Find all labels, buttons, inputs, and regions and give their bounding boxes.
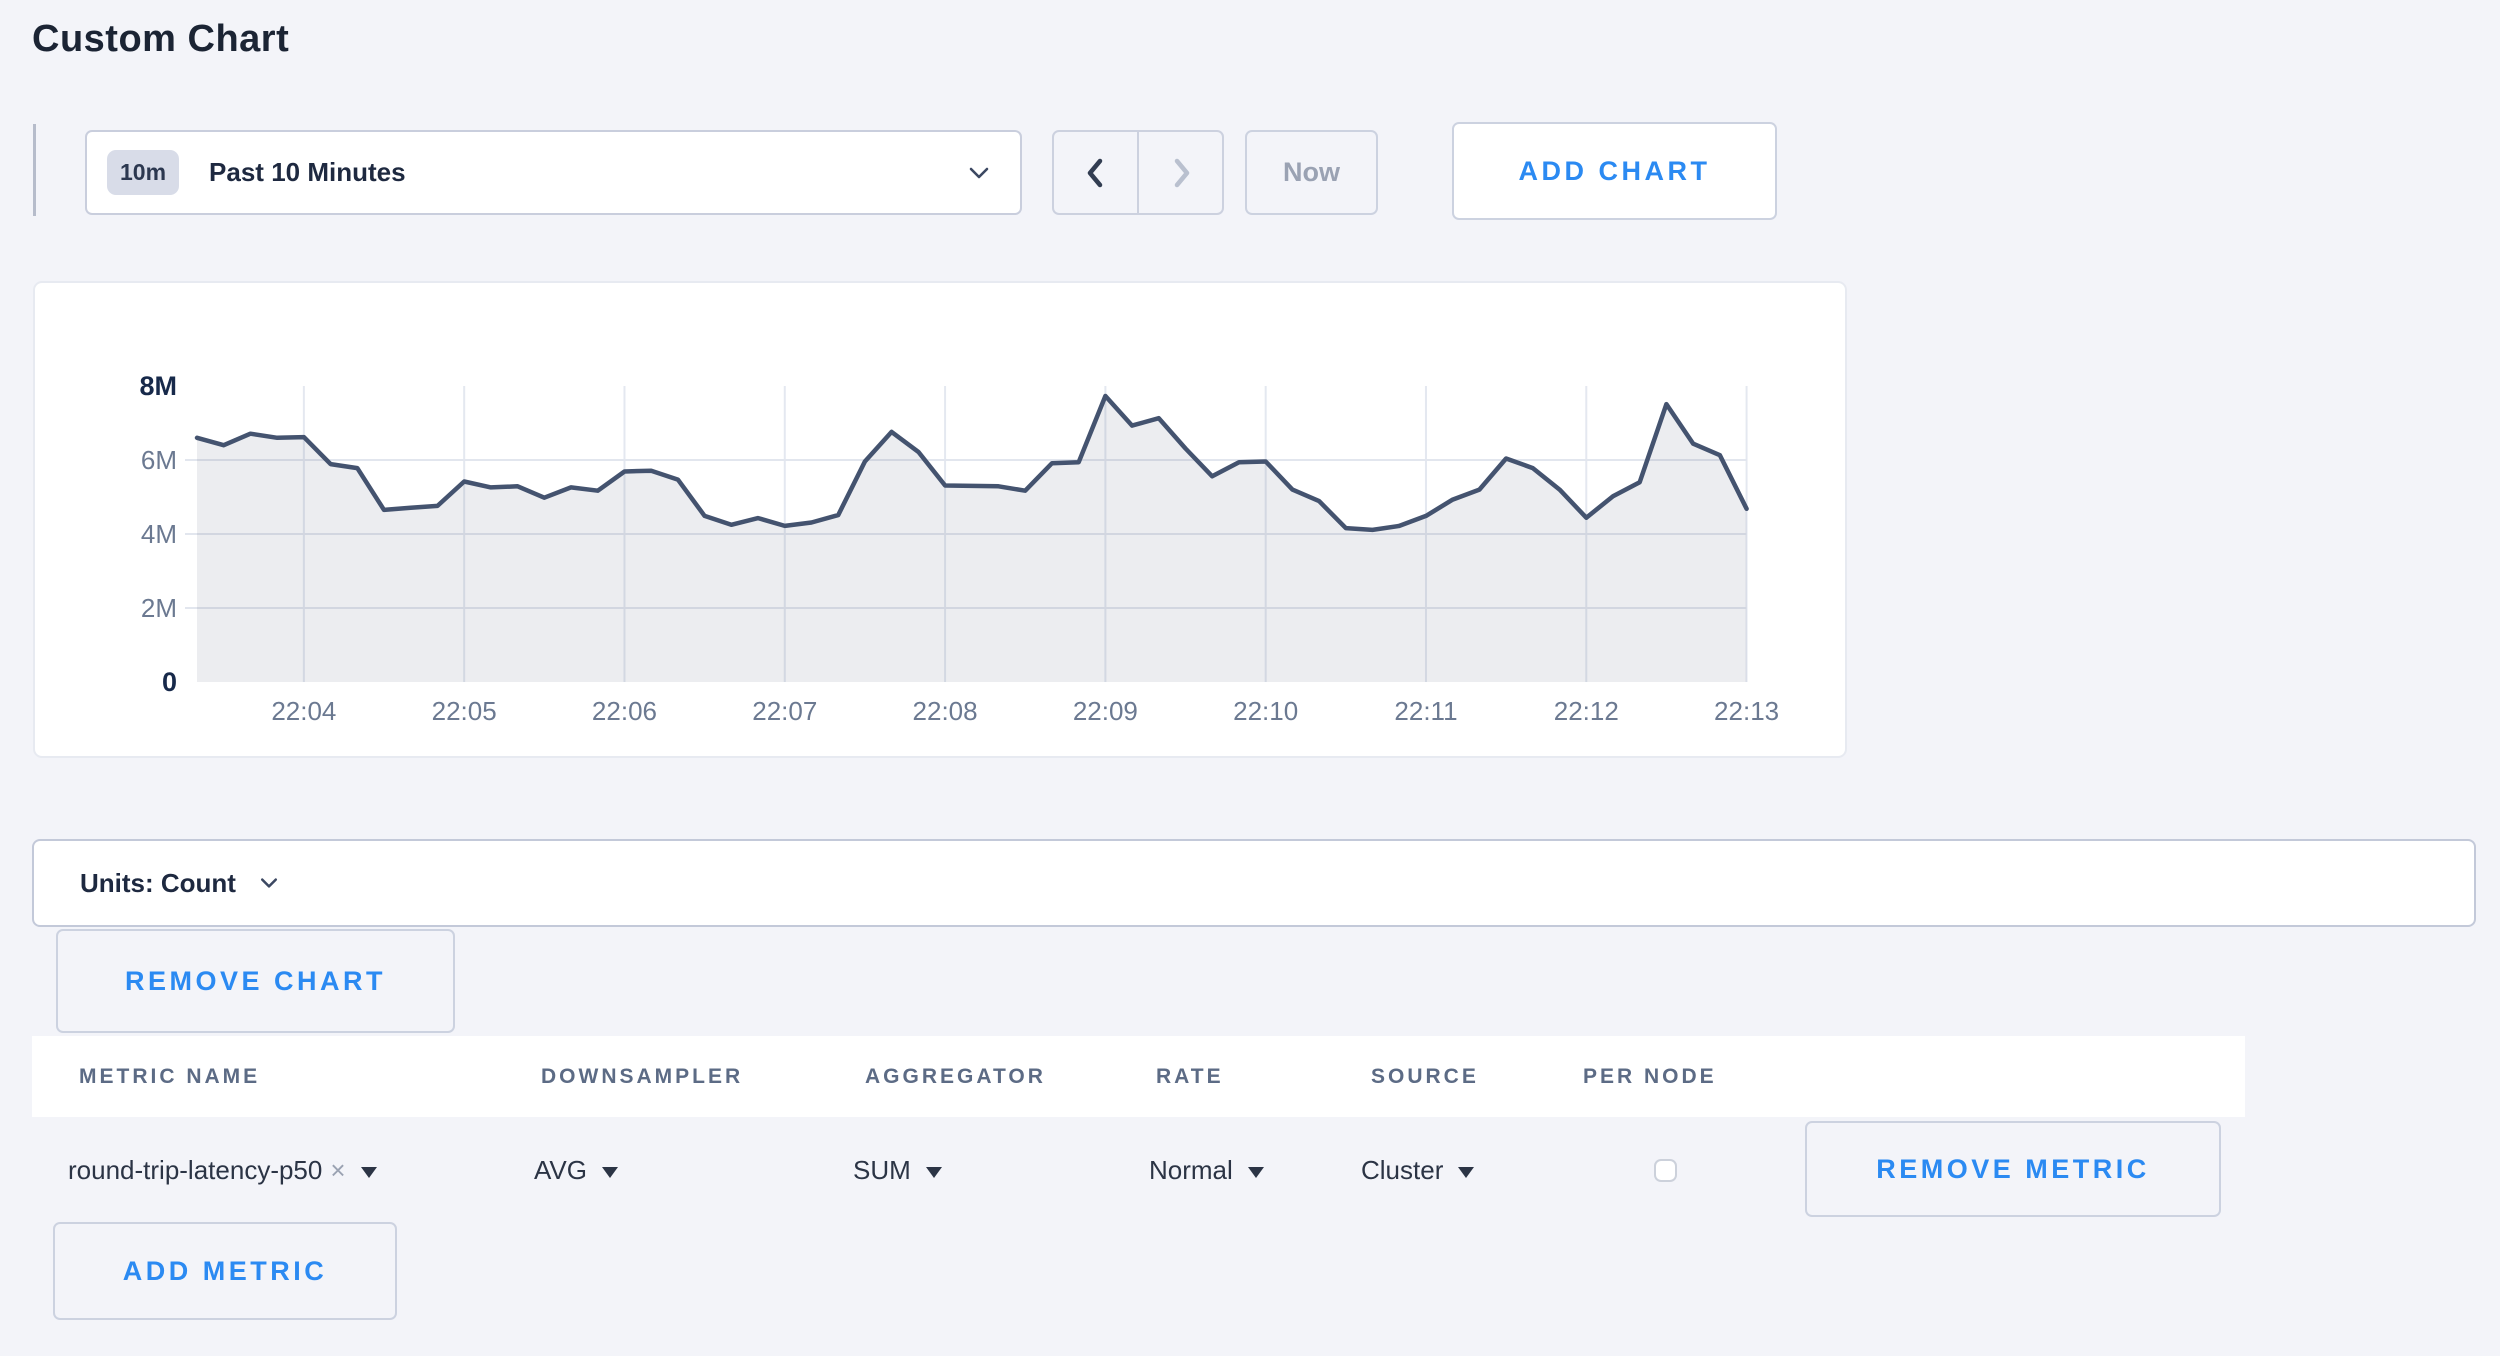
units-select[interactable]: Units: Count (32, 839, 2476, 927)
chevron-down-icon (258, 872, 280, 894)
time-range-select[interactable]: 10m Past 10 Minutes (85, 130, 1022, 215)
y-tick-label: 4M (141, 519, 177, 549)
rate-value: Normal (1149, 1154, 1233, 1185)
rate-select[interactable]: Normal (1149, 1117, 1264, 1223)
next-time-button[interactable] (1137, 132, 1222, 213)
remove-chart-button[interactable]: REMOVE CHART (56, 929, 455, 1033)
y-tick-label: 2M (141, 593, 177, 623)
per-node-checkbox[interactable] (1654, 1158, 1677, 1182)
caret-down-icon (1247, 1166, 1264, 1178)
x-tick-label: 22:05 (432, 696, 497, 726)
metric-name-value: round-trip-latency-p50 (68, 1154, 323, 1185)
metric-name-select[interactable]: round-trip-latency-p50 × (68, 1117, 377, 1223)
chevron-left-icon (1081, 155, 1111, 191)
header-per-node: PER NODE (1583, 1064, 1717, 1088)
downsampler-value: AVG (534, 1154, 587, 1185)
caret-down-icon (1458, 1166, 1475, 1178)
y-tick-label: 0 (162, 667, 177, 697)
time-step-group (1052, 130, 1224, 215)
x-tick-label: 22:08 (913, 696, 978, 726)
aggregator-value: SUM (853, 1154, 911, 1185)
x-tick-label: 22:07 (752, 696, 817, 726)
remove-metric-button[interactable]: REMOVE METRIC (1805, 1121, 2221, 1217)
aggregator-select[interactable]: SUM (853, 1117, 942, 1223)
source-select[interactable]: Cluster (1361, 1117, 1475, 1223)
header-downsampler: DOWNSAMPLER (541, 1064, 744, 1088)
downsampler-select[interactable]: AVG (534, 1117, 618, 1223)
add-metric-button[interactable]: ADD METRIC (53, 1222, 397, 1320)
y-tick-label: 8M (139, 371, 177, 401)
prev-time-button[interactable] (1054, 132, 1137, 213)
source-value: Cluster (1361, 1154, 1444, 1185)
x-tick-label: 22:04 (271, 696, 336, 726)
header-aggregator: AGGREGATOR (865, 1064, 1046, 1088)
line-series (194, 393, 1749, 533)
units-label: Units: Count (80, 867, 236, 898)
chevron-right-icon (1166, 155, 1196, 191)
header-source: SOURCE (1371, 1064, 1479, 1088)
add-chart-button[interactable]: ADD CHART (1452, 122, 1777, 220)
table-row: round-trip-latency-p50 × AVG SUM Normal … (32, 1117, 2245, 1223)
custom-chart-svg: 22:04 22:05 22:06 22:07 22:08 22:09 22:10 22:11… (139, 371, 1779, 726)
x-tick-label: 22:13 (1714, 696, 1779, 726)
x-tick-label: 22:06 (592, 696, 657, 726)
caret-down-icon (601, 1166, 618, 1178)
time-range-label: Past 10 Minutes (209, 157, 406, 187)
caret-down-icon (360, 1166, 377, 1178)
page-title: Custom Chart (32, 18, 290, 60)
per-node-cell (1654, 1117, 1677, 1223)
x-tick-label: 22:09 (1073, 696, 1138, 726)
caret-down-icon (925, 1166, 942, 1178)
x-tick-label: 22:12 (1554, 696, 1619, 726)
y-tick-label: 6M (141, 445, 177, 475)
clear-metric-icon[interactable]: × (330, 1154, 346, 1185)
x-tick-label: 22:10 (1233, 696, 1298, 726)
metrics-table-header: METRIC NAME DOWNSAMPLER AGGREGATOR RATE … (32, 1036, 2245, 1117)
now-button[interactable]: Now (1245, 130, 1378, 215)
header-rate: RATE (1156, 1064, 1224, 1088)
chart-card: 22:04 22:05 22:06 22:07 22:08 22:09 22:10 22:11… (33, 281, 1847, 758)
x-tick-label: 22:11 (1394, 696, 1457, 726)
header-metric-name: METRIC NAME (79, 1064, 261, 1088)
area-series (197, 396, 1747, 682)
time-range-accent-bar (33, 124, 36, 216)
time-range-badge: 10m (107, 150, 180, 195)
chevron-down-icon (966, 160, 992, 186)
